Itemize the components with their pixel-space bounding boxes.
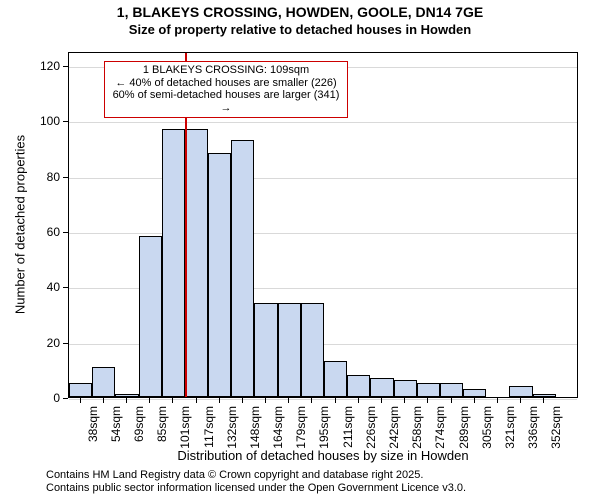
x-tick-label: 117sqm: [202, 406, 216, 466]
x-tick: [335, 398, 336, 403]
x-tick: [80, 398, 81, 403]
bar: [324, 361, 347, 397]
x-tick-label: 352sqm: [549, 406, 563, 466]
x-tick-label: 274sqm: [433, 406, 447, 466]
y-tick: [63, 343, 68, 344]
x-tick-label: 336sqm: [526, 406, 540, 466]
x-tick: [543, 398, 544, 403]
x-tick: [451, 398, 452, 403]
y-tick-label: 60: [26, 225, 60, 239]
bar: [278, 303, 301, 397]
x-tick: [103, 398, 104, 403]
bar: [254, 303, 277, 397]
bar: [69, 383, 92, 397]
x-tick: [288, 398, 289, 403]
x-tick-label: 54sqm: [109, 406, 123, 466]
y-tick: [63, 398, 68, 399]
annotation-line3: 60% of semi-detached houses are larger (…: [109, 89, 343, 114]
y-tick-label: 80: [26, 170, 60, 184]
y-tick: [63, 232, 68, 233]
bar: [162, 129, 185, 397]
annotation-box: 1 BLAKEYS CROSSING: 109sqm ← 40% of deta…: [104, 61, 348, 118]
bar: [440, 383, 463, 397]
bar: [185, 129, 208, 397]
bar: [370, 378, 393, 397]
x-tick: [242, 398, 243, 403]
gridline: [69, 178, 577, 179]
x-tick: [358, 398, 359, 403]
chart-root: 1, BLAKEYS CROSSING, HOWDEN, GOOLE, DN14…: [0, 0, 600, 500]
x-tick-label: 258sqm: [410, 406, 424, 466]
x-tick: [265, 398, 266, 403]
x-tick-label: 164sqm: [271, 406, 285, 466]
x-tick: [311, 398, 312, 403]
y-tick: [63, 177, 68, 178]
x-tick: [196, 398, 197, 403]
bar: [208, 153, 231, 397]
x-tick-label: 179sqm: [294, 406, 308, 466]
bar: [509, 386, 532, 397]
x-tick-label: 321sqm: [503, 406, 517, 466]
bar: [463, 389, 486, 397]
gridline: [69, 233, 577, 234]
bar: [347, 375, 370, 397]
y-tick-label: 0: [26, 391, 60, 405]
y-tick: [63, 66, 68, 67]
x-tick-label: 289sqm: [457, 406, 471, 466]
attribution-line2: Contains public sector information licen…: [46, 482, 466, 495]
x-tick-label: 101sqm: [178, 406, 192, 466]
y-tick-label: 20: [26, 336, 60, 350]
bar: [394, 380, 417, 397]
x-tick: [474, 398, 475, 403]
x-tick-label: 226sqm: [364, 406, 378, 466]
y-tick-label: 120: [26, 59, 60, 73]
x-tick-label: 38sqm: [86, 406, 100, 466]
attribution-line1: Contains HM Land Registry data © Crown c…: [46, 469, 466, 482]
gridline: [69, 399, 577, 400]
y-tick: [63, 287, 68, 288]
chart-title-line1: 1, BLAKEYS CROSSING, HOWDEN, GOOLE, DN14…: [0, 4, 600, 20]
x-tick-label: 242sqm: [387, 406, 401, 466]
bar: [92, 367, 115, 397]
x-tick-label: 85sqm: [155, 406, 169, 466]
x-tick: [404, 398, 405, 403]
bar: [301, 303, 324, 397]
bar: [139, 236, 162, 397]
x-tick: [427, 398, 428, 403]
x-tick: [520, 398, 521, 403]
chart-title-line2: Size of property relative to detached ho…: [0, 22, 600, 37]
x-tick: [497, 398, 498, 403]
attribution-block: Contains HM Land Registry data © Crown c…: [46, 469, 466, 495]
x-tick-label: 69sqm: [132, 406, 146, 466]
x-tick-label: 195sqm: [317, 406, 331, 466]
x-tick: [126, 398, 127, 403]
x-tick: [381, 398, 382, 403]
x-tick: [149, 398, 150, 403]
y-tick-label: 100: [26, 114, 60, 128]
x-tick: [172, 398, 173, 403]
x-tick-label: 305sqm: [480, 406, 494, 466]
annotation-line1: 1 BLAKEYS CROSSING: 109sqm: [109, 64, 343, 77]
x-tick-label: 148sqm: [248, 406, 262, 466]
y-tick: [63, 121, 68, 122]
bar: [231, 140, 254, 397]
bar: [115, 394, 138, 397]
x-tick-label: 211sqm: [341, 406, 355, 466]
x-tick-label: 132sqm: [225, 406, 239, 466]
bar: [417, 383, 440, 397]
y-tick-label: 40: [26, 280, 60, 294]
bar: [533, 394, 556, 397]
annotation-line2: ← 40% of detached houses are smaller (22…: [109, 77, 343, 90]
gridline: [69, 122, 577, 123]
x-tick: [219, 398, 220, 403]
